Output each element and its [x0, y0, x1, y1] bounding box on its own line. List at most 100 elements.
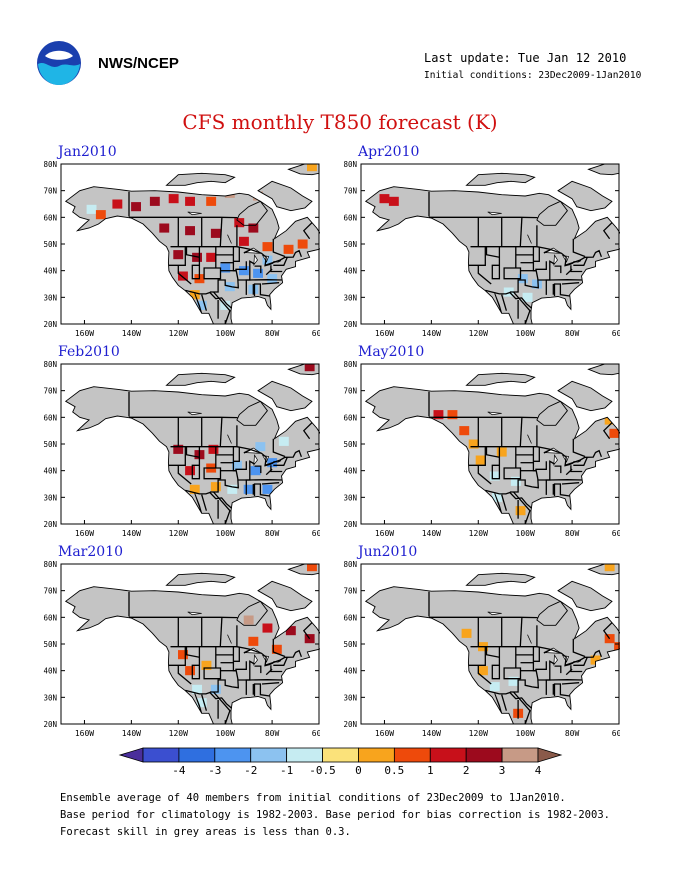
page-title: CFS monthly T850 forecast (K) — [182, 110, 498, 134]
anomaly-cell — [604, 564, 615, 572]
anomaly-cell — [517, 274, 528, 284]
map-panel: Feb2010 160W 140W 120W 100W 80W 60W 80N 70N 60N… — [43, 344, 320, 544]
colorbar-label: -1 — [280, 764, 293, 777]
lat-tick-label: 50N — [43, 440, 57, 449]
anomaly-cell — [475, 455, 486, 465]
anomaly-cell — [510, 476, 521, 486]
lon-tick-label: 140W — [422, 329, 441, 338]
anomaly-cell — [206, 252, 217, 262]
anomaly-cell — [185, 666, 195, 676]
anomaly-cell — [614, 642, 620, 652]
lat-tick-label: 50N — [343, 640, 357, 649]
colorbar-label: 2 — [463, 764, 470, 777]
anomaly-cell — [239, 236, 249, 246]
lon-tick-label: 160W — [375, 329, 394, 338]
lon-tick-label: 60W — [312, 729, 320, 738]
lon-tick-label: 140W — [122, 529, 141, 538]
lat-tick-label: 60N — [43, 413, 57, 422]
lat-tick-label: 30N — [343, 693, 357, 702]
anomaly-cell — [496, 447, 507, 457]
anomaly-cell — [388, 196, 399, 206]
colorbar-swatch — [501, 747, 539, 763]
anomaly-cell — [508, 676, 519, 686]
colorbar-swatch — [465, 747, 503, 763]
lon-tick-label: 100W — [516, 329, 535, 338]
lat-tick-label: 40N — [343, 467, 357, 476]
colorbar-swatch — [429, 747, 467, 763]
colorbar-label: 3 — [499, 764, 506, 777]
anomaly-cell — [515, 506, 526, 516]
lon-tick-label: 160W — [375, 529, 394, 538]
lat-tick-label: 80N — [343, 161, 357, 169]
anomaly-cell — [196, 698, 207, 708]
anomaly-cell — [178, 650, 188, 660]
lat-axis: 80N 70N 60N 50N 40N 30N 20N — [343, 561, 357, 729]
anomaly-cell — [532, 279, 542, 289]
anomaly-cell — [468, 439, 479, 449]
anomaly-cell — [220, 263, 231, 273]
lon-tick-label: 120W — [169, 529, 188, 538]
footnote-line: Base period for climatology is 1982-2003… — [60, 809, 610, 821]
lon-tick-label: 160W — [375, 729, 394, 738]
last-update-text: Last update: Tue Jan 12 2010 — [424, 51, 627, 65]
lon-tick-label: 80W — [565, 329, 580, 338]
anomaly-cell — [248, 223, 259, 233]
lon-tick-label: 120W — [169, 729, 188, 738]
lat-tick-label: 50N — [343, 240, 357, 249]
lon-tick-label: 60W — [312, 329, 320, 338]
anomaly-cell — [248, 636, 259, 646]
lat-tick-label: 70N — [43, 587, 57, 596]
lon-tick-label: 60W — [612, 529, 620, 538]
colorbar-legend: -4 -3 -2 -1 -0.5 0 0.5 1 2 3 4 — [118, 747, 563, 777]
anomaly-cell — [201, 660, 212, 670]
anomaly-cell — [234, 218, 245, 228]
lat-tick-label: 70N — [343, 587, 357, 596]
lat-tick-label: 80N — [43, 561, 57, 569]
lat-tick-label: 40N — [43, 667, 57, 676]
lon-tick-label: 100W — [516, 529, 535, 538]
lon-tick-label: 160W — [75, 729, 94, 738]
lon-tick-label: 140W — [122, 729, 141, 738]
anomaly-cell — [210, 684, 221, 694]
lat-tick-label: 60N — [343, 213, 357, 222]
lat-tick-label: 20N — [343, 720, 357, 729]
anomaly-cell — [250, 466, 261, 476]
lat-tick-label: 80N — [43, 361, 57, 369]
colorbar-label: 0.5 — [384, 764, 404, 777]
anomaly-cell — [433, 410, 444, 420]
lon-tick-label: 100W — [516, 729, 535, 738]
anomaly-cell — [307, 564, 317, 572]
lat-tick-label: 80N — [343, 561, 357, 569]
colorbar-label: 1 — [427, 764, 434, 777]
anomaly-cell — [278, 436, 289, 446]
anomaly-cell — [112, 199, 123, 209]
lat-tick-label: 70N — [343, 187, 357, 196]
lon-tick-label: 120W — [169, 329, 188, 338]
anomaly-cell — [173, 444, 184, 454]
anomaly-cell — [489, 471, 500, 481]
map-panel: Mar2010 160W 140W 120W 100W 80W 60W 80N 70N 60N… — [43, 544, 320, 744]
anomaly-cell — [185, 466, 195, 476]
anomaly-cell — [243, 484, 254, 494]
anomaly-cell — [271, 644, 282, 654]
anomaly-cell — [492, 492, 502, 502]
lat-tick-label: 50N — [343, 440, 357, 449]
panel-month-title: May2010 — [358, 344, 425, 360]
anomaly-cell — [503, 287, 514, 297]
panel-month-title: Mar2010 — [58, 544, 124, 560]
lon-tick-label: 80W — [265, 529, 280, 538]
anomaly-cell — [86, 204, 97, 214]
anomaly-cell — [243, 615, 254, 625]
anomaly-cell — [522, 292, 533, 302]
lat-tick-label: 40N — [343, 267, 357, 276]
lat-tick-label: 20N — [343, 320, 357, 329]
lon-tick-label: 100W — [216, 729, 235, 738]
anomaly-cell — [255, 442, 266, 452]
anomaly-cell — [285, 626, 296, 636]
forecast-map: 160W 140W 120W 100W 80W 60W — [360, 163, 620, 338]
lat-tick-label: 70N — [43, 387, 57, 396]
lon-tick-label: 120W — [469, 529, 488, 538]
colorbar-swatch — [393, 747, 431, 763]
initial-conditions-text: Initial conditions: 23Dec2009-1Jan2010 — [424, 70, 642, 81]
lat-tick-label: 20N — [343, 520, 357, 529]
